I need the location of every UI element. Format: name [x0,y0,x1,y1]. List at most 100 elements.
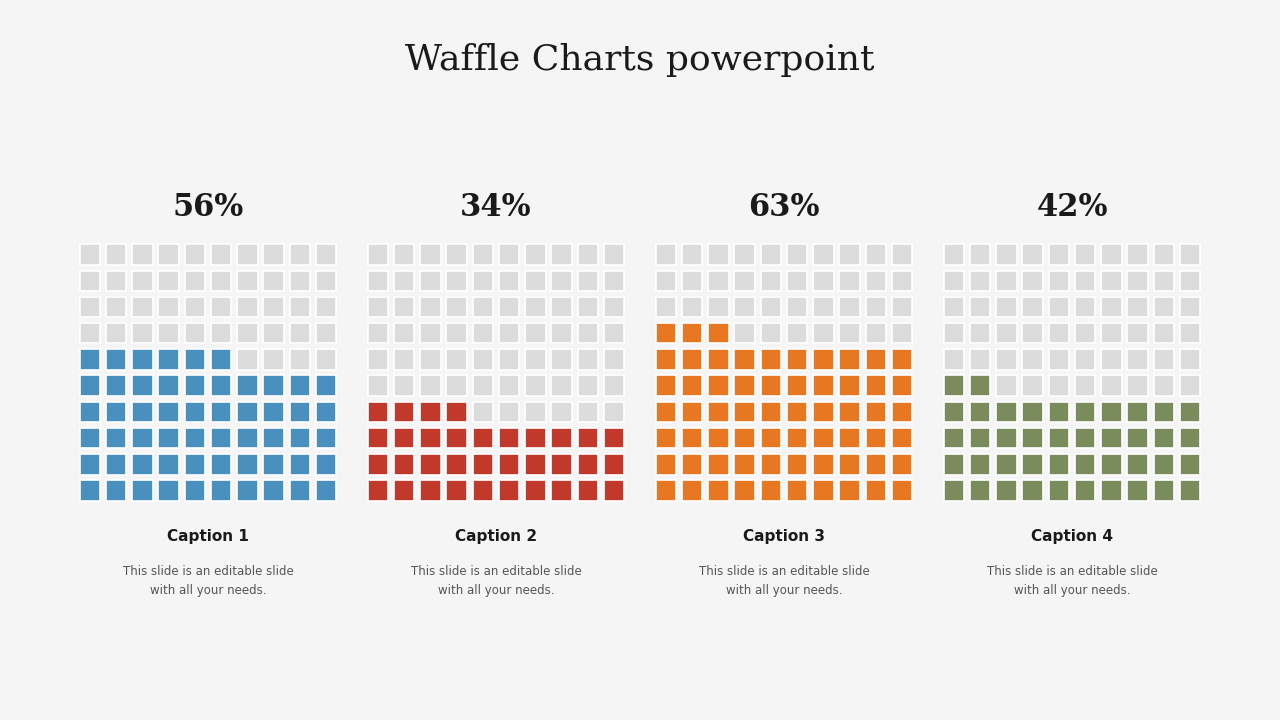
FancyBboxPatch shape [367,323,388,343]
FancyBboxPatch shape [237,402,257,422]
FancyBboxPatch shape [237,297,257,318]
FancyBboxPatch shape [813,297,833,318]
FancyBboxPatch shape [316,480,337,501]
FancyBboxPatch shape [735,297,755,318]
FancyBboxPatch shape [1101,428,1121,449]
FancyBboxPatch shape [1153,454,1174,474]
FancyBboxPatch shape [367,428,388,449]
FancyBboxPatch shape [184,297,205,318]
FancyBboxPatch shape [1101,271,1121,291]
FancyBboxPatch shape [367,454,388,474]
FancyBboxPatch shape [996,402,1016,422]
FancyBboxPatch shape [970,349,991,369]
FancyBboxPatch shape [865,297,886,318]
FancyBboxPatch shape [865,402,886,422]
FancyBboxPatch shape [1180,349,1201,369]
FancyBboxPatch shape [577,297,598,318]
FancyBboxPatch shape [394,349,415,369]
FancyBboxPatch shape [420,271,440,291]
Text: This slide is an editable slide
with all your needs.: This slide is an editable slide with all… [699,565,869,597]
FancyBboxPatch shape [865,428,886,449]
FancyBboxPatch shape [813,349,833,369]
FancyBboxPatch shape [447,454,467,474]
FancyBboxPatch shape [184,271,205,291]
FancyBboxPatch shape [552,349,572,369]
FancyBboxPatch shape [472,297,493,318]
FancyBboxPatch shape [577,244,598,265]
FancyBboxPatch shape [289,244,310,265]
FancyBboxPatch shape [264,271,284,291]
FancyBboxPatch shape [970,454,991,474]
FancyBboxPatch shape [79,349,100,369]
FancyBboxPatch shape [552,402,572,422]
FancyBboxPatch shape [604,402,625,422]
FancyBboxPatch shape [708,349,728,369]
FancyBboxPatch shape [472,349,493,369]
FancyBboxPatch shape [1048,402,1069,422]
FancyBboxPatch shape [813,376,833,396]
FancyBboxPatch shape [184,402,205,422]
FancyBboxPatch shape [760,480,781,501]
FancyBboxPatch shape [552,376,572,396]
FancyBboxPatch shape [159,454,179,474]
FancyBboxPatch shape [1101,349,1121,369]
FancyBboxPatch shape [1128,244,1148,265]
FancyBboxPatch shape [264,454,284,474]
FancyBboxPatch shape [865,323,886,343]
FancyBboxPatch shape [1023,323,1043,343]
FancyBboxPatch shape [708,323,728,343]
FancyBboxPatch shape [264,402,284,422]
FancyBboxPatch shape [655,480,676,501]
FancyBboxPatch shape [1048,428,1069,449]
FancyBboxPatch shape [211,454,232,474]
Text: 34%: 34% [461,192,531,223]
FancyBboxPatch shape [655,454,676,474]
FancyBboxPatch shape [996,376,1016,396]
FancyBboxPatch shape [499,480,520,501]
FancyBboxPatch shape [840,402,860,422]
FancyBboxPatch shape [1075,480,1096,501]
FancyBboxPatch shape [79,323,100,343]
FancyBboxPatch shape [447,480,467,501]
FancyBboxPatch shape [472,244,493,265]
FancyBboxPatch shape [106,402,127,422]
FancyBboxPatch shape [447,323,467,343]
FancyBboxPatch shape [79,428,100,449]
FancyBboxPatch shape [499,297,520,318]
FancyBboxPatch shape [367,271,388,291]
FancyBboxPatch shape [394,323,415,343]
FancyBboxPatch shape [499,454,520,474]
FancyBboxPatch shape [316,297,337,318]
FancyBboxPatch shape [420,480,440,501]
FancyBboxPatch shape [420,376,440,396]
FancyBboxPatch shape [708,402,728,422]
FancyBboxPatch shape [735,376,755,396]
FancyBboxPatch shape [394,271,415,291]
FancyBboxPatch shape [1180,244,1201,265]
FancyBboxPatch shape [1128,323,1148,343]
FancyBboxPatch shape [1153,376,1174,396]
FancyBboxPatch shape [447,428,467,449]
FancyBboxPatch shape [525,271,545,291]
FancyBboxPatch shape [735,428,755,449]
FancyBboxPatch shape [970,480,991,501]
FancyBboxPatch shape [892,480,913,501]
FancyBboxPatch shape [1180,480,1201,501]
FancyBboxPatch shape [1048,271,1069,291]
FancyBboxPatch shape [525,480,545,501]
FancyBboxPatch shape [1023,480,1043,501]
FancyBboxPatch shape [943,402,964,422]
FancyBboxPatch shape [604,428,625,449]
FancyBboxPatch shape [552,323,572,343]
Text: 42%: 42% [1037,192,1107,223]
FancyBboxPatch shape [708,376,728,396]
FancyBboxPatch shape [943,349,964,369]
FancyBboxPatch shape [760,428,781,449]
FancyBboxPatch shape [892,244,913,265]
Text: 56%: 56% [173,192,243,223]
FancyBboxPatch shape [394,428,415,449]
FancyBboxPatch shape [840,323,860,343]
FancyBboxPatch shape [420,454,440,474]
FancyBboxPatch shape [472,428,493,449]
FancyBboxPatch shape [943,454,964,474]
